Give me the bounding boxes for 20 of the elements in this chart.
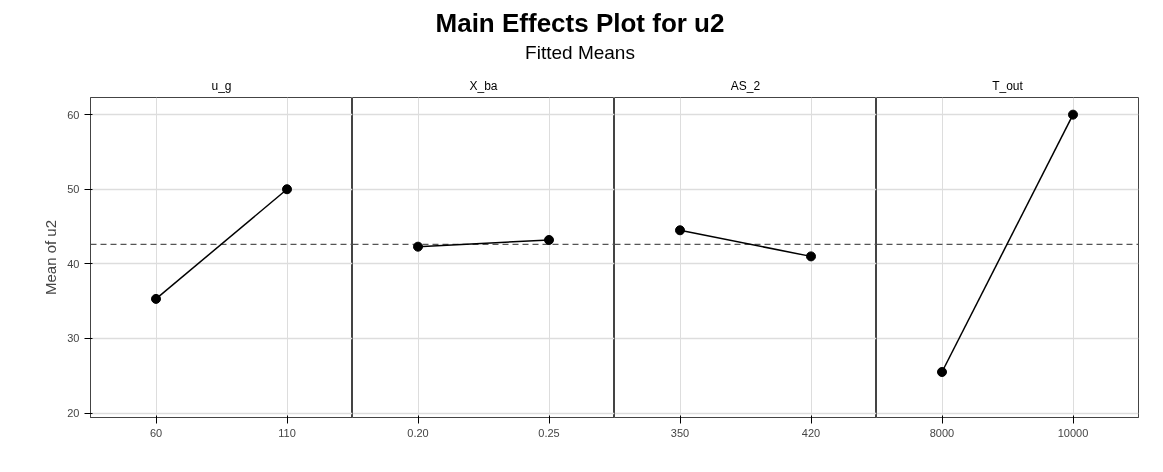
x-axis-title: X_ba — [469, 78, 498, 93]
text: Main Effects Plot for u2 — [435, 7, 725, 40]
x-axis-title: u_g — [211, 78, 232, 93]
x-tick-label: 0.25 — [538, 426, 560, 439]
y-tick-label: 50 — [67, 183, 80, 196]
x-tick-label: 420 — [801, 426, 821, 439]
x-tick-label: 110 — [278, 426, 296, 439]
x-tick-label: 0.20 — [407, 426, 429, 439]
x-axis-title: T_out — [992, 78, 1024, 93]
text: Fitted Means — [525, 41, 635, 66]
x-tick-label: 8000 — [929, 426, 955, 439]
y-tick-label: 40 — [67, 258, 80, 271]
y-tick-label: 60 — [67, 108, 80, 121]
x-tick-label: 10000 — [1057, 426, 1089, 439]
x-axis-title: AS_2 — [730, 78, 761, 93]
y-axis-title: Mean of u2 — [42, 220, 60, 296]
y-tick-label: 30 — [67, 332, 80, 345]
x-tick-label: 350 — [670, 426, 690, 439]
x-tick-label: 60 — [149, 426, 163, 439]
y-tick-label: 20 — [67, 407, 80, 420]
